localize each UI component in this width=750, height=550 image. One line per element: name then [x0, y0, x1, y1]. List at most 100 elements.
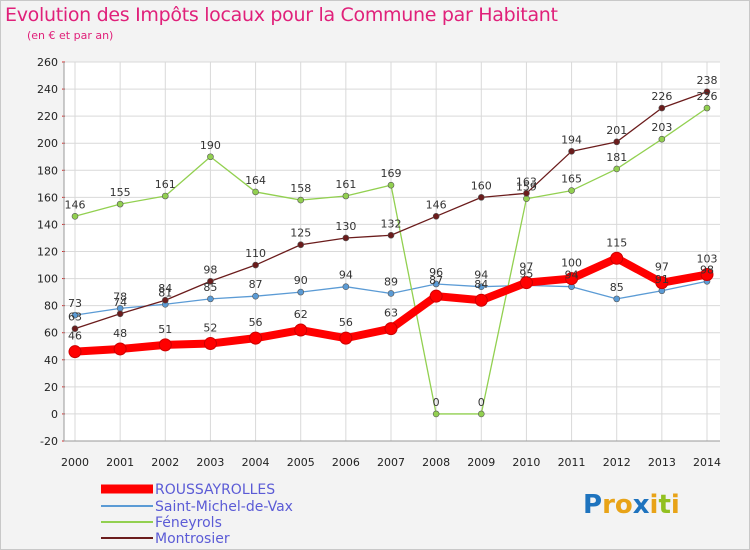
data-point: [342, 192, 350, 200]
data-point: [116, 310, 124, 318]
data-label: 115: [606, 236, 627, 249]
data-point: [613, 138, 621, 146]
data-label: 159: [516, 181, 537, 194]
data-label: 103: [697, 253, 718, 266]
data-point: [161, 192, 169, 200]
logo-letter: x: [632, 490, 650, 520]
axes: -20 0 20 40 60 80 100 120 140 160 180 200 220 240 260 2…: [37, 56, 721, 469]
x-tick-label: 2001: [106, 456, 134, 469]
data-point: [658, 135, 666, 143]
data-point: [113, 342, 127, 356]
y-tick-label: 160: [37, 191, 58, 204]
data-point: [116, 200, 124, 208]
data-point: [474, 293, 488, 307]
data-point: [432, 410, 440, 418]
data-label: 85: [610, 281, 624, 294]
data-label: 98: [203, 263, 217, 276]
data-point: [342, 234, 350, 242]
data-point: [477, 194, 485, 201]
data-point: [477, 283, 485, 290]
data-point: [207, 153, 214, 161]
y-tick-label: 60: [44, 327, 58, 340]
data-label: 63: [68, 311, 82, 324]
y-tick-label: 220: [37, 110, 58, 123]
data-label: 74: [113, 296, 127, 309]
y-tick-label: -20: [40, 435, 58, 448]
y-tick-label: 180: [37, 164, 58, 177]
data-label: 62: [294, 308, 308, 321]
proxiti-logo: Proxiti: [583, 490, 680, 520]
chart-subtitle: (en € et par an): [27, 29, 114, 42]
data-label: 78: [113, 290, 127, 303]
legend-label: Saint-Michel-de-Vax: [155, 499, 293, 515]
data-point: [523, 189, 530, 197]
data-point: [703, 88, 711, 96]
data-label: 226: [697, 90, 718, 103]
y-tick-label: 140: [37, 218, 58, 231]
data-label: 194: [561, 133, 582, 146]
legend-label: ROUSSAYROLLES: [155, 482, 275, 498]
data-label: 63: [384, 307, 398, 320]
data-point: [703, 104, 711, 112]
x-tick-label: 2007: [377, 456, 405, 469]
data-label: 51: [158, 323, 172, 336]
data-point: [161, 296, 169, 304]
data-point: [203, 337, 217, 351]
data-label: 94: [474, 269, 488, 282]
data-point: [655, 276, 669, 290]
data-label: 94: [565, 269, 579, 282]
data-point: [519, 276, 533, 290]
data-point: [700, 268, 714, 282]
data-label: 96: [429, 266, 443, 279]
data-point: [387, 181, 395, 189]
x-tick-label: 2002: [151, 456, 179, 469]
data-point: [297, 241, 305, 249]
data-point: [339, 331, 353, 345]
y-tick-label: 200: [37, 137, 58, 150]
data-label: 169: [381, 167, 402, 180]
x-tick-label: 2000: [61, 456, 89, 469]
chart-title: Evolution des Impôts locaux pour la Comm…: [5, 4, 558, 26]
data-label: 0: [478, 396, 485, 409]
data-label: 91: [655, 273, 669, 286]
data-label: 56: [249, 316, 263, 329]
data-label: 56: [339, 316, 353, 329]
data-point: [297, 196, 305, 204]
data-point: [71, 311, 79, 319]
x-tick-label: 2014: [693, 456, 721, 469]
legend: ROUSSAYROLLESSaint-Michel-de-VaxFéneyrol…: [101, 482, 293, 547]
data-label: 201: [606, 124, 627, 137]
data-label: 161: [155, 178, 176, 191]
data-label: 163: [516, 175, 537, 188]
data-point: [477, 410, 485, 418]
data-point: [568, 148, 575, 155]
logo-letter: P: [583, 490, 603, 520]
data-point: [252, 261, 259, 269]
data-label: 165: [561, 173, 582, 186]
x-tick-label: 2011: [558, 456, 586, 469]
logo-letter: r: [602, 490, 615, 520]
logo-letter: i: [649, 490, 659, 520]
data-point: [71, 325, 79, 332]
data-point: [387, 290, 395, 297]
data-label: 95: [519, 267, 533, 280]
x-tick-label: 2010: [512, 456, 540, 469]
data-point: [523, 195, 530, 203]
x-tick-label: 2013: [648, 456, 676, 469]
data-label: 132: [381, 217, 402, 230]
data-point: [384, 322, 398, 336]
data-point: [565, 272, 579, 286]
data-label: 160: [471, 179, 492, 192]
data-label: 81: [158, 286, 172, 299]
data-point: [610, 251, 624, 265]
series-group: [68, 88, 714, 418]
data-point: [71, 213, 79, 220]
logo-letter: o: [614, 490, 633, 520]
x-tick-label: 2005: [287, 456, 315, 469]
data-label: 98: [700, 263, 714, 276]
data-point: [207, 277, 214, 285]
data-label: 0: [433, 396, 440, 409]
x-tick-label: 2008: [422, 456, 450, 469]
x-tick-label: 2009: [467, 456, 495, 469]
